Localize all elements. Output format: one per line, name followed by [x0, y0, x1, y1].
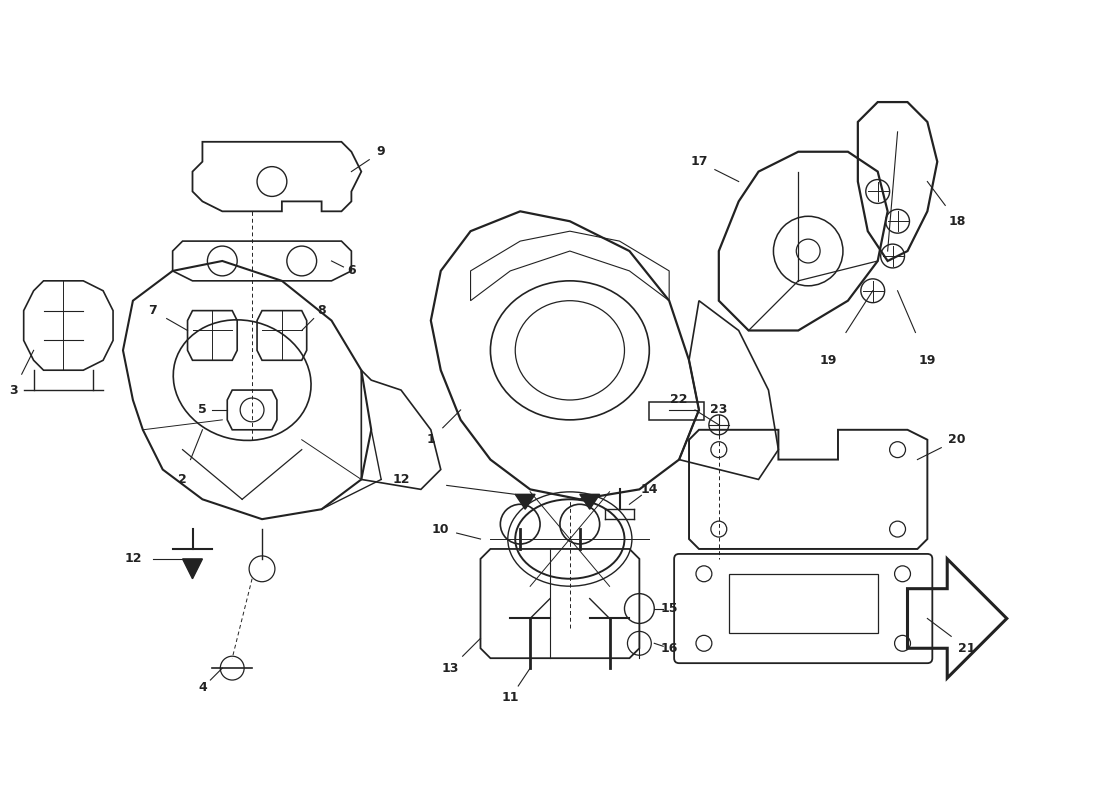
Text: 5: 5 [198, 403, 207, 417]
Text: 7: 7 [148, 304, 157, 317]
Text: 12: 12 [393, 473, 410, 486]
Text: 6: 6 [348, 265, 355, 278]
Text: 14: 14 [640, 483, 658, 496]
Text: 16: 16 [660, 642, 678, 654]
Bar [649, 402, 704, 420]
Text: 9: 9 [377, 146, 385, 158]
Text: 10: 10 [432, 522, 450, 535]
Text: 4: 4 [198, 682, 207, 694]
Text: 17: 17 [690, 155, 707, 168]
Text: 23: 23 [711, 403, 727, 417]
Text: 1: 1 [427, 434, 436, 446]
Polygon shape [515, 494, 535, 510]
Text: 3: 3 [10, 383, 18, 397]
Text: 20: 20 [948, 434, 966, 446]
Text: 15: 15 [660, 602, 678, 615]
Text: 11: 11 [502, 691, 519, 705]
Text: 19: 19 [918, 354, 936, 366]
Text: 2: 2 [178, 473, 187, 486]
Text: 22: 22 [670, 394, 688, 406]
Polygon shape [183, 559, 202, 578]
Text: 18: 18 [948, 214, 966, 228]
Bar [728, 574, 878, 634]
Text: 12: 12 [124, 552, 142, 566]
Text: 8: 8 [317, 304, 326, 317]
Polygon shape [580, 494, 600, 510]
Text: 19: 19 [820, 354, 837, 366]
Text: 21: 21 [958, 642, 976, 654]
Text: 13: 13 [442, 662, 460, 674]
